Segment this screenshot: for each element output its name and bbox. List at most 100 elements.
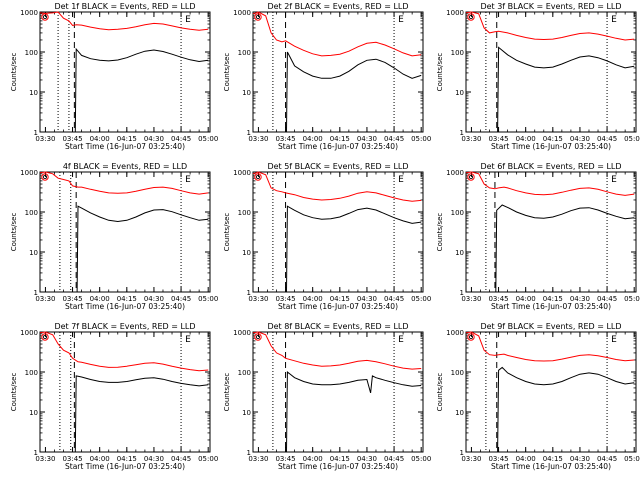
y-tick-label: 10 [29, 89, 38, 97]
y-tick-label: 1 [460, 449, 464, 457]
x-tick-label: 04:45 [384, 455, 404, 463]
series-events-line [497, 366, 635, 453]
x-tick-label: 03:45 [275, 135, 295, 143]
y-tick-label: 100 [238, 369, 251, 377]
legend-start-glyph-inner [468, 174, 473, 179]
plot-frame [465, 171, 637, 293]
x-tick-label: 04:00 [303, 135, 323, 143]
x-tick-label: 05:00 [198, 135, 218, 143]
x-tick-label: 04:45 [384, 295, 404, 303]
legend-start-glyph [254, 173, 262, 181]
y-tick-label: 100 [451, 209, 464, 217]
legend-start-glyph [467, 333, 475, 341]
x-axis-label: Start Time (16-Jun-07 03:25:40) [278, 142, 398, 151]
x-tick-label: 04:30 [357, 455, 377, 463]
series-lld-line [465, 11, 635, 41]
y-tick-label: 100 [238, 209, 251, 217]
x-tick-label: 04:30 [570, 135, 590, 143]
series-lld-line [39, 11, 209, 31]
panel-3: Det 3f BLACK = Events, RED = LLD 1 10 100 10… [436, 2, 640, 151]
x-tick-label: 03:45 [62, 135, 82, 143]
x-tick-label: 05:00 [198, 295, 218, 303]
x-tick-label: 04:15 [543, 135, 563, 143]
y-tick-label: 100 [238, 49, 251, 57]
y-tick-label: 10 [455, 249, 464, 257]
panel-4: 4f BLACK = Events, RED = LLD 1 10 100 1000 03… [10, 162, 218, 311]
x-tick-label: 04:30 [357, 135, 377, 143]
legend-start-glyph [467, 173, 475, 181]
plot-frame [252, 171, 424, 293]
y-tick-label: 10 [242, 409, 251, 417]
series-events-line [497, 46, 635, 133]
x-axis-label: Start Time (16-Jun-07 03:25:40) [491, 142, 611, 151]
x-tick-label: 04:30 [144, 455, 164, 463]
x-tick-label: 04:00 [90, 135, 110, 143]
x-axis-label: Start Time (16-Jun-07 03:25:40) [278, 462, 398, 471]
y-tick-label: 1000 [233, 9, 251, 17]
x-tick-label: 03:30 [461, 455, 481, 463]
x-tick-label: 03:30 [248, 455, 268, 463]
x-tick-label: 03:45 [62, 295, 82, 303]
x-tick-label: 03:45 [62, 455, 82, 463]
series-events-line [286, 370, 422, 453]
series-lld-line [39, 331, 209, 372]
panel-title: Det 9f BLACK = Events, RED = LLD [480, 322, 621, 331]
legend-start-glyph-inner [468, 14, 473, 19]
x-tick-label: 04:15 [330, 135, 350, 143]
series-events-line [286, 51, 422, 133]
y-tick-label: 1000 [233, 169, 251, 177]
panel-title: Det 1f BLACK = Events, RED = LLD [54, 2, 195, 11]
series-lld-line [39, 171, 209, 195]
x-tick-label: 03:30 [35, 295, 55, 303]
y-tick-label: 1000 [233, 329, 251, 337]
legend-end-label: E [185, 175, 191, 185]
panel-7: Det 7f BLACK = Events, RED = LLD 1 10 100 10… [10, 322, 218, 471]
x-tick-label: 04:15 [330, 455, 350, 463]
plot-frame [39, 11, 211, 133]
x-tick-label: 04:45 [597, 135, 617, 143]
y-tick-label: 100 [451, 369, 464, 377]
x-tick-label: 04:00 [516, 135, 536, 143]
x-tick-label: 03:30 [461, 295, 481, 303]
x-tick-label: 04:30 [144, 295, 164, 303]
panel-title: Det 7f BLACK = Events, RED = LLD [54, 322, 195, 331]
x-tick-label: 03:30 [35, 135, 55, 143]
y-axis-label: Counts/sec [223, 53, 231, 92]
x-tick-label: 04:15 [117, 135, 137, 143]
x-tick-label: 03:45 [275, 295, 295, 303]
y-tick-label: 10 [455, 409, 464, 417]
series-events-line [286, 205, 422, 293]
y-tick-label: 10 [455, 89, 464, 97]
legend-end-label: E [611, 15, 617, 25]
x-tick-label: 04:00 [303, 455, 323, 463]
y-tick-label: 100 [25, 369, 38, 377]
panel-title: Det 8f BLACK = Events, RED = LLD [267, 322, 408, 331]
x-tick-label: 04:45 [384, 135, 404, 143]
y-axis-label: Counts/sec [436, 373, 444, 412]
panel-2: Det 2f BLACK = Events, RED = LLD 1 10 100 10… [223, 2, 431, 151]
legend-start-glyph [41, 173, 49, 181]
x-tick-label: 04:15 [117, 295, 137, 303]
x-tick-label: 05:00 [411, 135, 431, 143]
plot-frame [39, 331, 211, 453]
y-tick-label: 10 [242, 89, 251, 97]
y-tick-label: 1000 [20, 169, 38, 177]
plot-frame [465, 11, 637, 133]
panel-title: 4f BLACK = Events, RED = LLD [63, 162, 187, 171]
legend-end-label: E [398, 15, 404, 25]
x-axis-label: Start Time (16-Jun-07 03:25:40) [65, 302, 185, 311]
x-tick-label: 03:30 [461, 135, 481, 143]
x-axis-label: Start Time (16-Jun-07 03:25:40) [278, 302, 398, 311]
y-tick-label: 10 [29, 409, 38, 417]
y-tick-label: 1000 [446, 169, 464, 177]
x-tick-label: 05:00 [198, 455, 218, 463]
panel-6: Det 6f BLACK = Events, RED = LLD 1 10 100 10… [436, 162, 640, 311]
legend-end-label: E [398, 335, 404, 345]
y-tick-label: 100 [451, 49, 464, 57]
y-tick-label: 1 [34, 289, 38, 297]
x-axis-label: Start Time (16-Jun-07 03:25:40) [491, 302, 611, 311]
x-axis-label: Start Time (16-Jun-07 03:25:40) [491, 462, 611, 471]
legend-end-label: E [185, 15, 191, 25]
panel-9: Det 9f BLACK = Events, RED = LLD 1 10 100 10… [436, 322, 640, 471]
y-axis-label: Counts/sec [10, 53, 18, 92]
